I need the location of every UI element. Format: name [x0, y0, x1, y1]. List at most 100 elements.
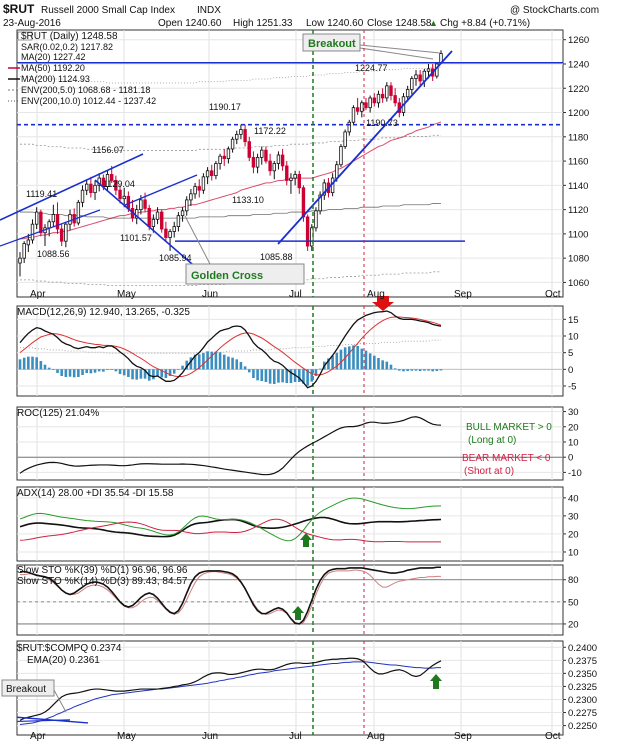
candle-body: [55, 214, 60, 230]
channel-upper-line: [0, 153, 144, 221]
flag-upper-line: [124, 174, 198, 206]
macd-histogram-bar: [202, 353, 205, 370]
candle-body: [355, 107, 360, 112]
sto-k-line: [20, 566, 441, 625]
candle-body: [168, 231, 172, 238]
macd-histogram-bar: [89, 369, 93, 374]
macd-histogram-bar: [314, 369, 318, 376]
macd-histogram-bar: [352, 345, 355, 370]
breakout-box: [302, 33, 361, 52]
panel-frame: [16, 305, 564, 397]
candle-body: [405, 89, 410, 98]
ratio-line: [19, 657, 442, 721]
macd-title: MACD(12,26,9) 12.940, 13.265, -0.325: [17, 307, 190, 318]
symbol: $RUT: [3, 2, 35, 16]
price-label: 1088.56: [37, 249, 70, 259]
candle-body: [201, 176, 206, 191]
macd-histogram-bar: [393, 368, 397, 370]
price-label: 1190.73: [366, 118, 398, 128]
y-tick-label: 1260: [568, 35, 589, 46]
candle-body: [93, 184, 97, 194]
y-tick-label: 1100: [568, 229, 588, 240]
macd-histogram-bar: [177, 369, 180, 370]
macd-histogram-bar: [193, 354, 197, 370]
candle-body: [189, 193, 193, 201]
month-label: Sep: [454, 289, 472, 300]
y-tick-label: 1240: [568, 59, 589, 70]
macd-histogram-bar: [85, 369, 88, 373]
macd-histogram-bar: [118, 369, 122, 374]
macd-histogram-bar: [214, 351, 218, 370]
macd-histogram-bar: [331, 355, 334, 370]
y-tick-label: 1160: [568, 157, 588, 168]
sto39-title: Slow STO %K(39) %D(1) 96.96, 96.96: [17, 565, 188, 576]
macd-histogram-bar: [302, 369, 305, 384]
change-value: Chg +8.84 (+0.71%): [440, 18, 530, 29]
y-tick-label: -5: [568, 382, 576, 393]
macd-histogram-bar: [389, 364, 393, 370]
macd-histogram-bar: [368, 353, 372, 370]
month-label: Apr: [30, 289, 46, 300]
macd-histogram-bar: [402, 369, 405, 372]
macd-histogram-bar: [135, 369, 139, 380]
candle-body: [368, 97, 372, 109]
candle-body: [214, 163, 218, 177]
chart-marks: 1119.41 1088.56 1156.07 1129.04 1101.57 1085.…: [0, 30, 563, 735]
plus-di-line: [19, 497, 442, 542]
macd-histogram-bar: [239, 362, 243, 370]
month-label: Aug: [367, 731, 385, 742]
macd-histogram-bar: [189, 357, 193, 370]
roc-title: ROC(125) 21.04%: [17, 408, 99, 419]
bull-market-sub: (Long at 0): [468, 435, 516, 446]
candle-body: [39, 211, 43, 234]
macd-histogram-bar: [152, 369, 155, 380]
candle-body: [22, 243, 26, 259]
price-label: 1085.88: [260, 252, 293, 262]
adx-buy-arrow-icon: [300, 533, 312, 547]
panel-frame: [16, 564, 564, 636]
candle-body: [343, 131, 347, 147]
breakout-small-callout: Breakout: [1, 679, 55, 697]
macd-histogram-bar: [222, 354, 226, 370]
candle-body: [247, 141, 251, 158]
legend-ma200: MA(200) 1124.93: [21, 74, 90, 84]
candle-body: [322, 182, 326, 196]
macd-histogram-bar: [335, 352, 339, 370]
candle-body: [47, 221, 51, 229]
price-label: 1224.77: [355, 63, 388, 73]
macd-histogram-bar: [385, 361, 389, 370]
candle-body: [84, 183, 89, 191]
candle-body: [180, 210, 185, 217]
macd-sell-arrow-icon: [372, 296, 394, 311]
macd-histogram-bar: [81, 369, 84, 375]
macd-histogram-bar: [97, 369, 101, 372]
macd-histogram-bar: [243, 366, 247, 370]
macd-histogram-bar: [131, 369, 134, 380]
y-tick-label: 10: [568, 437, 579, 448]
y-tick-label: 30: [568, 511, 579, 522]
month-label: Jul: [289, 731, 302, 742]
macd-histogram-bar: [231, 357, 234, 370]
macd-histogram-bar: [156, 369, 159, 377]
macd-histogram-bar: [277, 369, 280, 383]
y-tick-label: 1220: [568, 84, 589, 95]
macd-histogram-bar: [410, 369, 414, 371]
exchange: INDX: [197, 5, 221, 16]
candle-body: [155, 211, 160, 220]
candle-body: [218, 155, 222, 164]
copyright[interactable]: @ StockCharts.com: [510, 5, 599, 16]
flag-lower-line: [94, 179, 200, 271]
y-tick-label: 15: [568, 315, 579, 326]
candle-body: [239, 129, 243, 135]
price-label: 1129.04: [103, 179, 135, 189]
macd-histogram-bar: [106, 369, 109, 370]
macd-histogram-bar: [31, 356, 34, 370]
golden-cross-pointer: [184, 215, 211, 265]
candle-body: [360, 102, 364, 112]
y-tick-label: 1120: [568, 205, 588, 216]
candle-body: [176, 215, 181, 228]
macd-histogram-bar: [414, 369, 418, 371]
ema20-line: [19, 661, 441, 726]
macd-histogram-bar: [47, 367, 51, 370]
macd-histogram-bar: [356, 346, 359, 370]
